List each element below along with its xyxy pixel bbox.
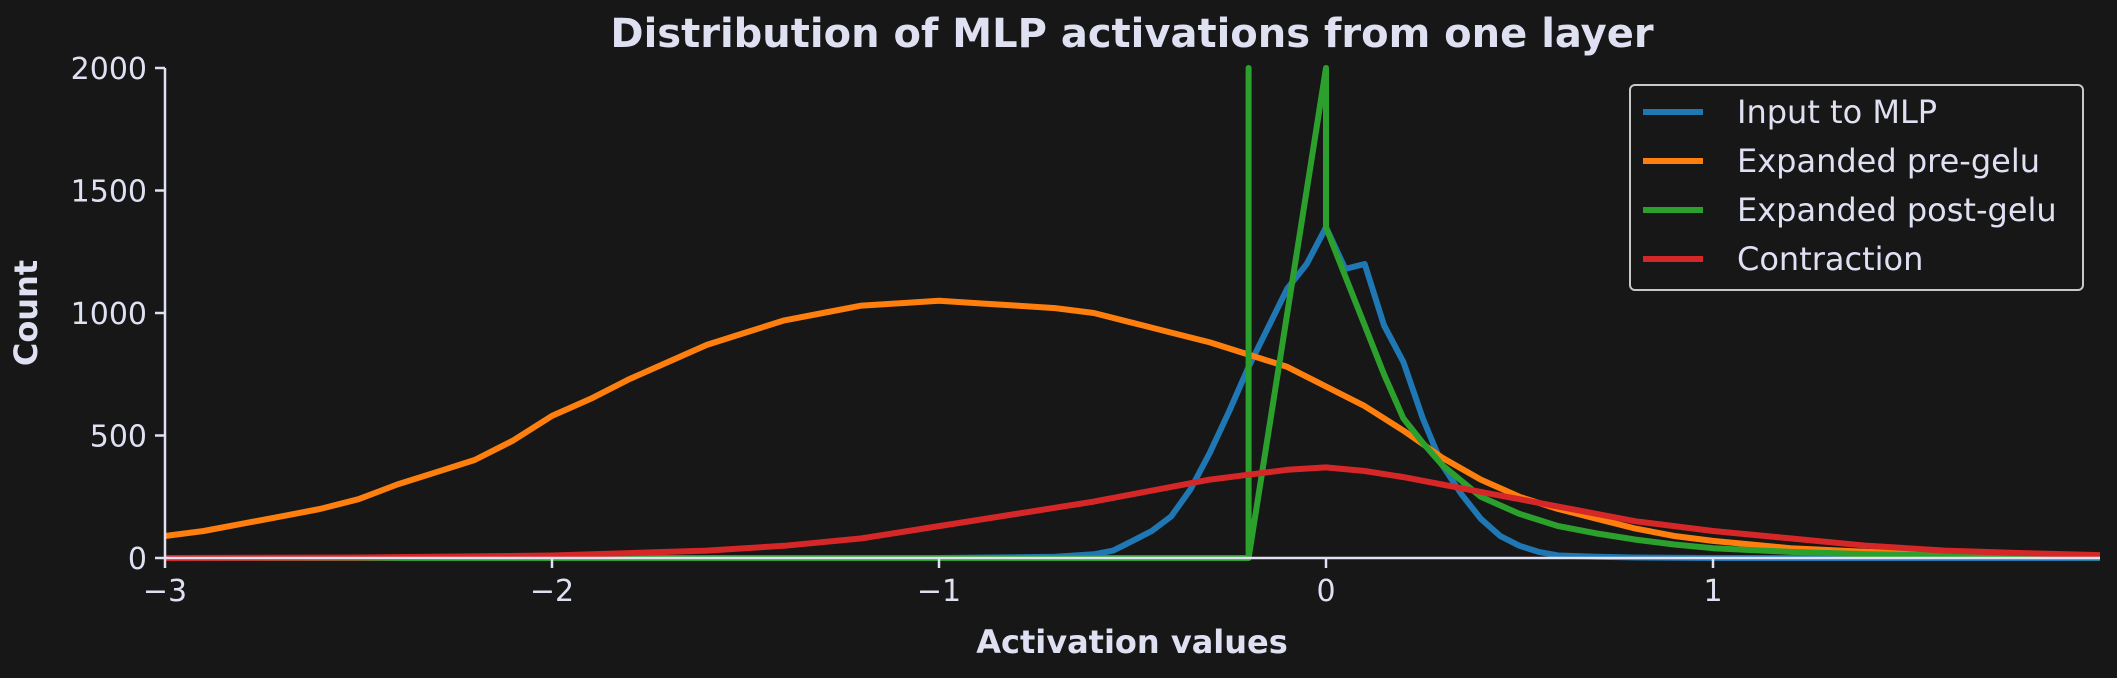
legend-label: Expanded pre-gelu [1737,142,2040,180]
y-tick-label: 2000 [71,52,147,87]
y-axis-label: Count [7,260,45,366]
y-tick-label: 1500 [71,175,147,210]
y-tick-label: 500 [90,420,147,455]
legend-label: Contraction [1737,240,1923,278]
series-line-expanded-post-gelu [165,65,2101,561]
x-tick-label: 0 [1316,574,1335,609]
y-ticks: 0 500 1000 1500 2000 [71,52,165,577]
legend-frame [1629,84,2084,291]
chart-title: Distribution of MLP activations from one… [610,11,1653,57]
series-layer [164,65,2101,561]
legend-label: Expanded post-gelu [1737,191,2057,229]
legend: Input to MLP Expanded pre-gelu Expanded po… [1629,84,2084,291]
series-line-expanded-pre-gelu [164,297,2101,559]
series-line-contraction [164,464,2101,561]
x-ticks: −3 −2 −1 0 1 [143,558,1723,609]
legend-label: Input to MLP [1737,93,1937,131]
y-tick-label: 1000 [71,297,147,332]
x-tick-label: 1 [1703,574,1722,609]
x-tick-label: −2 [530,574,574,609]
x-tick-label: −1 [917,574,961,609]
x-axis-label: Activation values [976,623,1288,661]
x-tick-label: −3 [143,574,187,609]
y-tick-label: 0 [128,542,147,577]
